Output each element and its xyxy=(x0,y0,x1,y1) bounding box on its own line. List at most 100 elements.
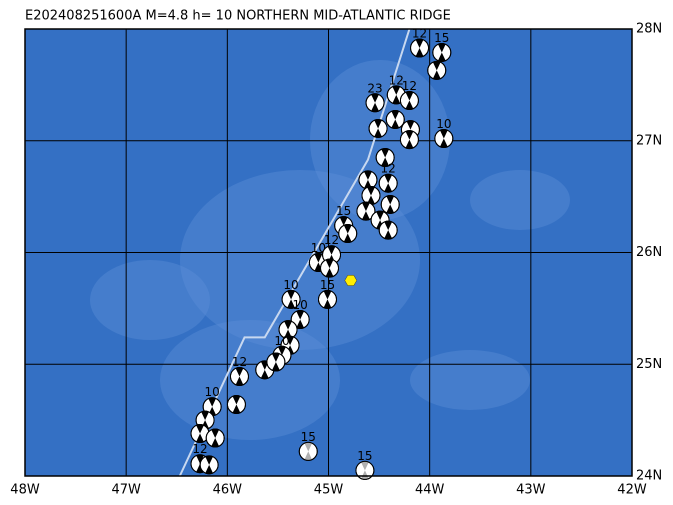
compression-quadrant xyxy=(196,424,204,443)
map-frame xyxy=(24,28,633,477)
y-tick-label: 25N xyxy=(636,357,662,372)
focal-mechanism xyxy=(278,320,298,340)
x-tick-label: 44W xyxy=(415,483,445,498)
compression-quadrant xyxy=(432,61,441,80)
focal-mechanism xyxy=(226,394,246,414)
beachball-outline xyxy=(399,130,419,150)
bathymetry xyxy=(470,170,570,230)
x-tick-label: 48W xyxy=(10,483,40,498)
focal-mechanism xyxy=(298,441,318,461)
beachball-outline xyxy=(434,129,454,149)
focal-mechanism xyxy=(410,38,430,58)
compression-quadrant xyxy=(304,442,313,461)
beachball-outline xyxy=(375,148,395,168)
compression-quadrant xyxy=(391,110,400,129)
focal-mechanism xyxy=(320,258,340,278)
compression-quadrant xyxy=(296,310,304,329)
focal-mechanism xyxy=(432,42,452,62)
bathymetry xyxy=(410,350,530,410)
compression-quadrant xyxy=(343,224,352,243)
compression-quadrant xyxy=(232,395,241,414)
beachball-outline xyxy=(427,60,447,80)
focal-mechanism xyxy=(380,194,400,214)
map-title: E202408251600A M=4.8 h= 10 NORTHERN MID-… xyxy=(25,9,451,24)
plate-boundary xyxy=(178,28,411,477)
depth-label: 23 xyxy=(367,81,382,95)
compression-quadrant xyxy=(384,221,392,240)
depth-label: 15 xyxy=(434,31,449,45)
compression-quadrant xyxy=(381,148,389,167)
beachball-outline xyxy=(290,310,310,330)
beachball-outline xyxy=(298,441,318,461)
beachball-outline xyxy=(380,194,400,214)
y-tick-label: 28N xyxy=(636,22,662,37)
focal-mechanism xyxy=(355,460,375,480)
depth-label: 10 xyxy=(311,241,326,255)
focal-mechanism xyxy=(317,289,337,309)
depth-label: 15 xyxy=(301,430,316,444)
x-tick-label: 47W xyxy=(111,483,141,498)
focal-mechanism xyxy=(378,173,398,193)
x-tick-label: 45W xyxy=(314,483,344,498)
focal-mechanism xyxy=(205,428,225,448)
bathymetry xyxy=(90,260,210,340)
focal-mechanism xyxy=(356,201,376,221)
focal-mechanism xyxy=(368,118,388,138)
beachball-outline xyxy=(199,455,219,475)
focal-mechanism xyxy=(266,352,286,372)
depth-label: 15 xyxy=(336,204,351,218)
beachball-outline xyxy=(266,352,286,372)
focal-mechanism xyxy=(399,130,419,150)
beachball-outline xyxy=(378,173,398,193)
compression-quadrant xyxy=(287,290,295,309)
focal-mechanism xyxy=(281,289,301,309)
beachball-outline xyxy=(365,93,385,113)
beachball-outline xyxy=(281,289,301,309)
compression-quadrant xyxy=(371,93,379,112)
beachball-outline xyxy=(432,42,452,62)
compression-quadrant xyxy=(361,461,369,480)
beachball-outline xyxy=(317,289,337,309)
beachball-outline xyxy=(355,460,375,480)
focal-mechanism xyxy=(427,60,447,80)
focal-mechanism xyxy=(385,110,405,130)
beachball-outline xyxy=(385,110,405,130)
beachball-outline xyxy=(320,258,340,278)
x-tick-label: 46W xyxy=(213,483,243,498)
beachball-outline xyxy=(338,224,358,244)
compression-quadrant xyxy=(392,85,401,104)
compression-quadrant xyxy=(364,170,372,189)
depth-label: 12 xyxy=(389,73,404,87)
compression-quadrant xyxy=(367,186,375,205)
compression-quadrant xyxy=(272,353,280,372)
y-tick-label: 27N xyxy=(636,133,662,148)
compression-quadrant xyxy=(405,91,414,110)
compression-quadrant xyxy=(374,119,382,138)
depth-label: 12 xyxy=(192,442,207,456)
beachball-outline xyxy=(378,220,398,240)
focal-mechanism xyxy=(338,224,358,244)
depth-label: 15 xyxy=(357,449,372,463)
beachball-outline xyxy=(205,428,225,448)
x-tick-label: 43W xyxy=(516,483,546,498)
compression-quadrant xyxy=(211,429,219,448)
compression-quadrant xyxy=(384,174,392,193)
y-tick-label: 26N xyxy=(636,245,662,260)
compression-quadrant xyxy=(405,130,414,149)
beachball-outline xyxy=(229,367,249,387)
depth-label: 12 xyxy=(402,79,417,93)
beachball-outline xyxy=(368,118,388,138)
y-tick-label: 24N xyxy=(636,469,662,484)
focal-mechanism xyxy=(434,129,454,149)
depth-label: 12 xyxy=(324,233,339,247)
focal-mechanism xyxy=(199,455,219,475)
compression-quadrant xyxy=(235,367,244,386)
depth-label: 10 xyxy=(205,385,220,399)
focal-mechanism xyxy=(375,148,395,168)
beachball-outline xyxy=(356,201,376,221)
compression-quadrant xyxy=(438,43,446,62)
depth-label: 15 xyxy=(320,278,335,292)
depth-label: 10 xyxy=(274,334,289,348)
compression-quadrant xyxy=(325,259,334,278)
